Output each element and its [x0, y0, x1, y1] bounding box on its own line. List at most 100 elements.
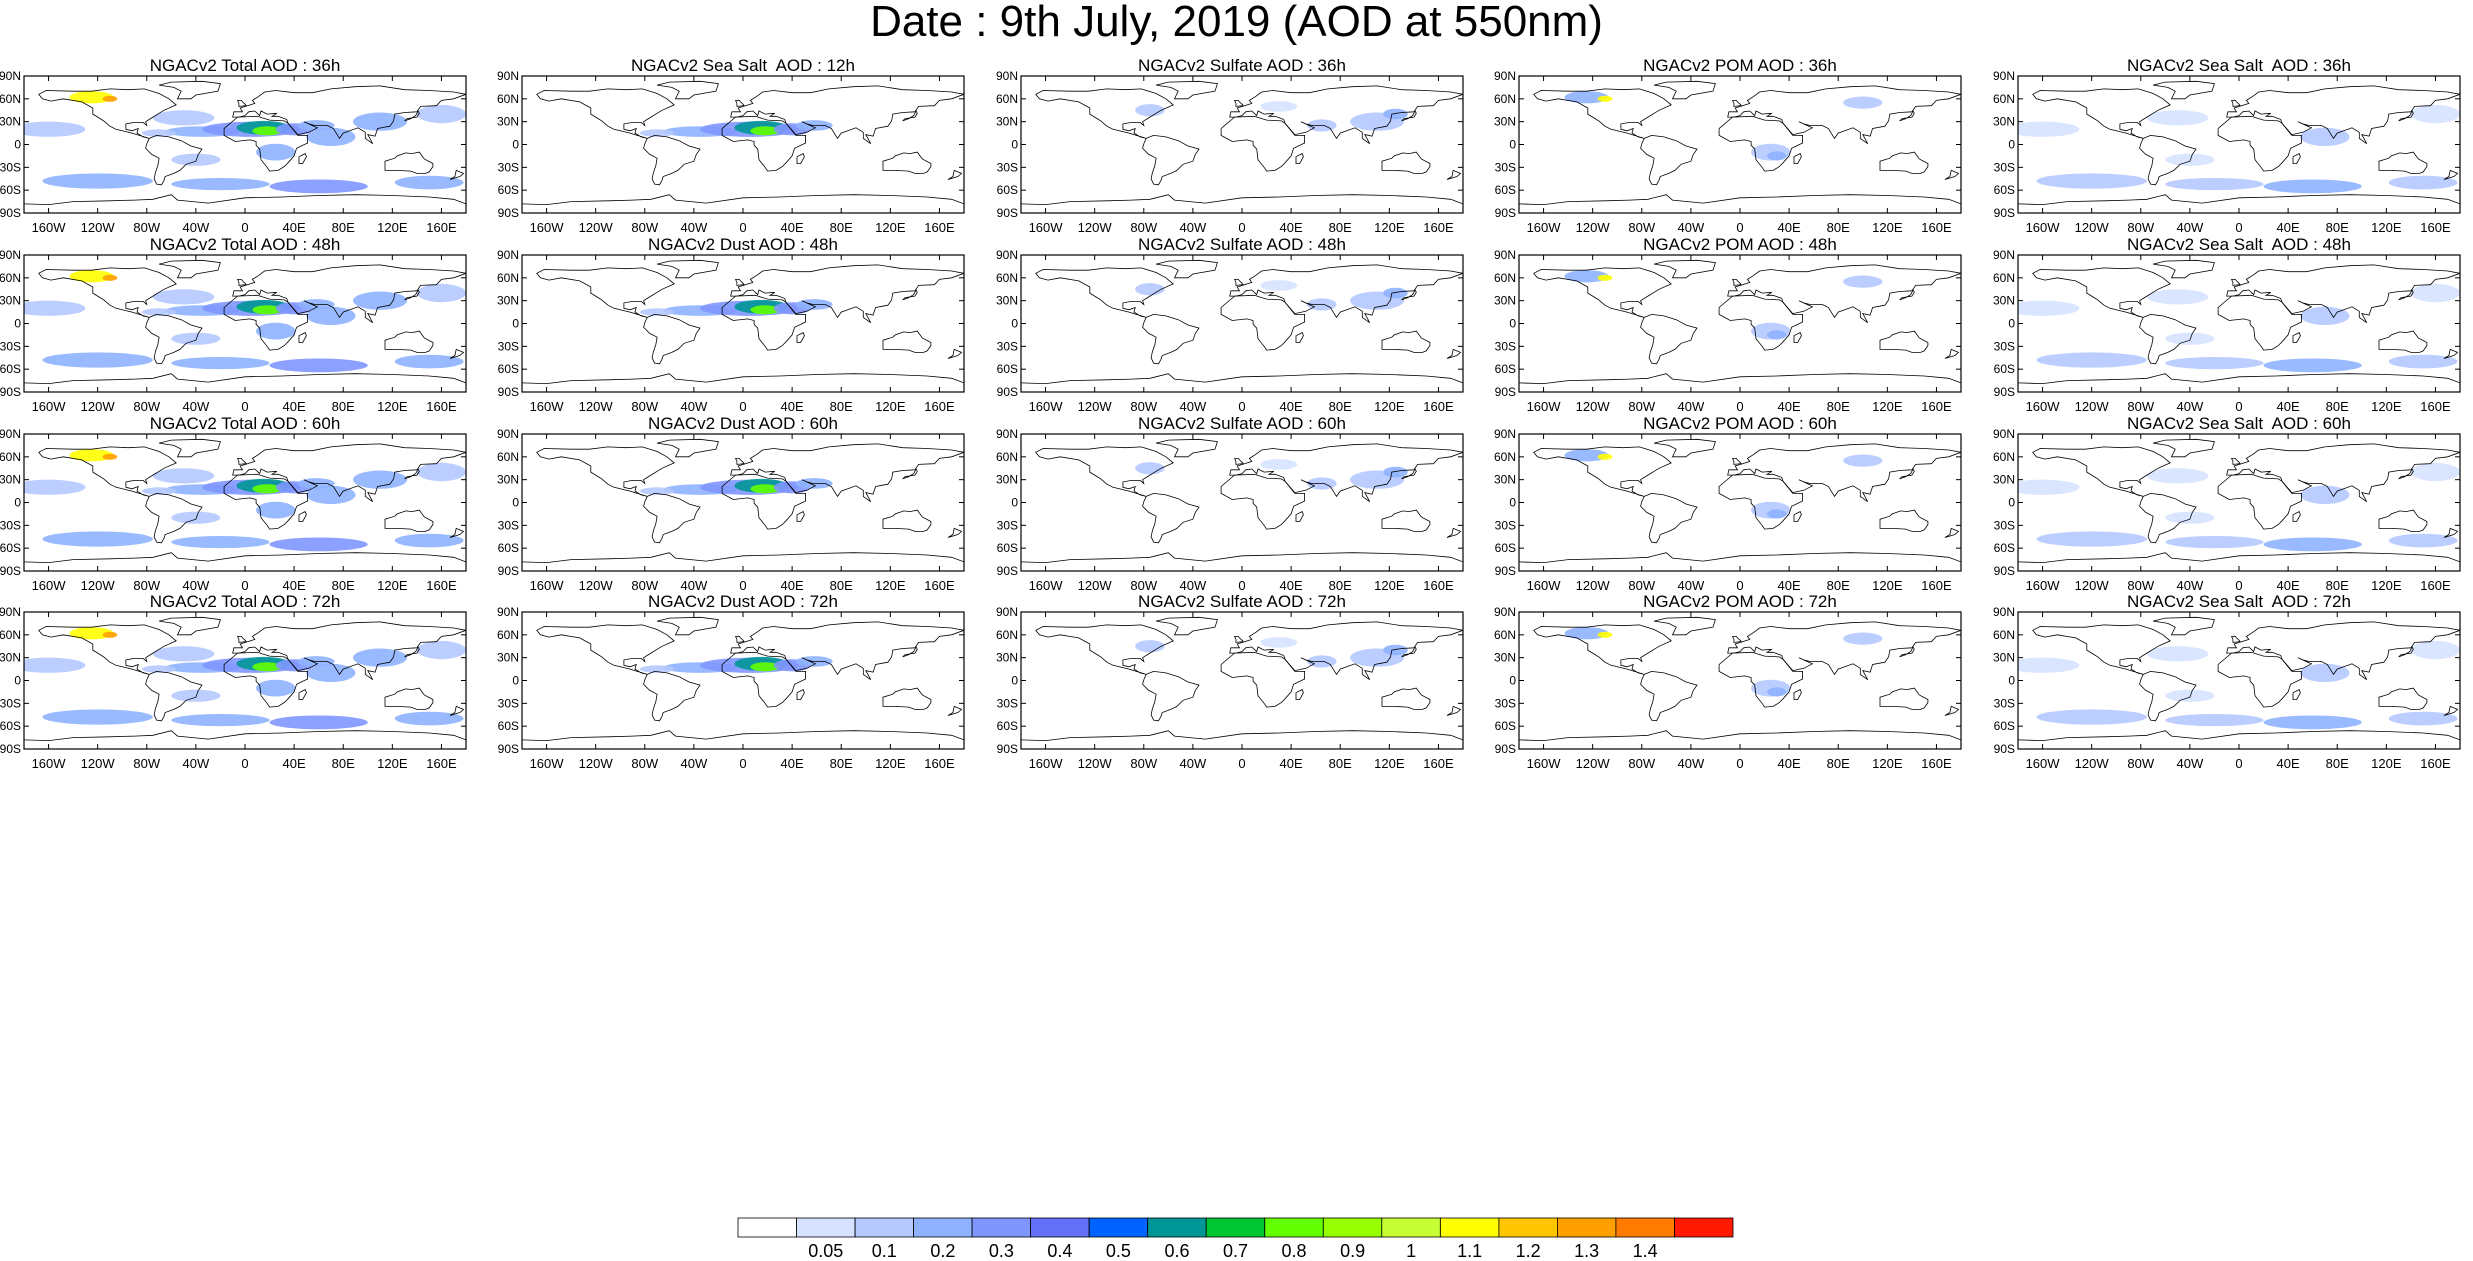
coastline-newzealand [1446, 705, 1462, 716]
lon-label: 120E [2371, 220, 2402, 235]
map-panel: NGACv2 Sea Salt AOD : 36h 90N 60N 30N 0 30S 60… [1993, 56, 2473, 249]
coastline-australia [384, 330, 434, 353]
aod-field [1021, 434, 1463, 571]
aod-patch [2036, 709, 2147, 725]
aod-field [522, 255, 964, 392]
coastline-japan [404, 468, 420, 480]
map-plot: 90N 60N 30N 0 30S 60S 90S 160W 120W 80W 40W 0 40E 80E… [0, 605, 467, 771]
aod-patch [416, 640, 466, 660]
map-plot: 90N 60N 30N 0 30S 60S 90S 160W 120W 80W 40W 0 40E 80E… [1494, 427, 1962, 593]
lat-label: 0 [14, 674, 21, 688]
coastline-greenland [1156, 259, 1218, 279]
aod-patch [1383, 466, 1408, 478]
aod-field [1021, 612, 1463, 749]
coastline-greenland [657, 616, 719, 636]
lat-label: 60S [1994, 541, 2015, 555]
lat-label: 30S [0, 339, 21, 353]
lon-label: 40W [183, 578, 210, 593]
coastline-uk [1233, 635, 1244, 643]
lon-label: 80E [332, 578, 355, 593]
aod-patch [1843, 632, 1883, 645]
map-plot: 90N 60N 30N 0 30S 60S 90S 160W 120W 80W 40W 0 40E 80E… [996, 248, 1464, 414]
map-plot: 90N 60N 30N 0 30S 60S 90S 160W 120W 80W 40W 0 40E 80E… [996, 69, 1464, 235]
aod-patch [1135, 283, 1165, 296]
aod-patch [2263, 715, 2362, 730]
lon-label: 160E [924, 220, 955, 235]
colorbar-swatch [796, 1217, 856, 1238]
coastline-namerica [1035, 446, 1174, 497]
map-panel: NGACv2 Total AOD : 36h 90N 60N 30N 0 30S 60S 90… [0, 56, 490, 249]
lon-label: 160W [2026, 399, 2061, 414]
panel-title: NGACv2 Sulfate AOD : 60h [1138, 414, 1346, 433]
coastline-africa [721, 115, 807, 172]
lat-label: 30S [0, 160, 21, 174]
aod-patch [152, 110, 215, 126]
lat-label: 60S [1495, 541, 1516, 555]
lat-label: 30N [497, 473, 519, 487]
aod-patch [152, 646, 215, 662]
coastline-africa [2217, 473, 2303, 530]
lon-label: 40W [1180, 578, 1207, 593]
coastline-greenland [1654, 259, 1716, 279]
lon-label: 80W [1130, 399, 1157, 414]
lon-label: 160E [2420, 220, 2451, 235]
lon-label: 80E [1827, 756, 1850, 771]
coastline-namerica [1035, 267, 1174, 318]
aod-patch [42, 709, 153, 725]
lat-label: 0 [1509, 317, 1516, 331]
lon-label: 40W [681, 756, 708, 771]
aod-patch [394, 533, 464, 548]
lon-label: 80W [1628, 220, 1655, 235]
aod-patch [353, 112, 408, 131]
coastline-australia [2378, 151, 2428, 174]
lon-label: 120W [2075, 578, 2110, 593]
coastline-madagascar [2292, 689, 2301, 700]
lat-label: 60N [497, 628, 519, 642]
coastline-samerica [643, 670, 701, 722]
lon-label: 40E [2277, 220, 2300, 235]
coastline-greenland [1156, 438, 1218, 458]
map-panel: NGACv2 Total AOD : 48h 90N 60N 30N 0 30S 60S 90… [0, 235, 490, 428]
lat-label: 90S [498, 742, 519, 756]
coastline-japan [1899, 110, 1915, 122]
coastline-greenland [159, 259, 221, 279]
lat-label: 0 [2008, 138, 2015, 152]
lon-label: 80W [2127, 220, 2154, 235]
colorbar-label: 0.5 [1106, 1241, 1131, 1261]
map-plot: 90N 60N 30N 0 30S 60S 90S 160W 120W 80W 40W 0 40E 80E… [1993, 427, 2461, 593]
aod-field [1519, 255, 1961, 392]
lon-label: 80W [1130, 756, 1157, 771]
lon-label: 160W [1527, 756, 1562, 771]
coastline-australia [1879, 509, 1929, 532]
aod-patch [2018, 300, 2080, 316]
coastline-namerica [38, 267, 177, 318]
coastline-australia [882, 151, 932, 174]
coastline-namerica [536, 267, 675, 318]
coastline-australia [2378, 509, 2428, 532]
lat-label: 60N [996, 271, 1018, 285]
map-background [522, 76, 964, 213]
coastline-namerica [38, 446, 177, 497]
lon-label: 0 [1238, 578, 1245, 593]
coastline-japan [1899, 468, 1915, 480]
colorbar-swatch [1498, 1217, 1558, 1238]
aod-patch [2146, 468, 2209, 484]
coastline-madagascar [2292, 511, 2301, 522]
aod-patch [306, 127, 356, 147]
coastline-africa [721, 473, 807, 530]
aod-field [2018, 434, 2460, 571]
coastline-samerica [643, 492, 701, 544]
lon-label: 160E [1921, 578, 1952, 593]
lon-label: 80E [332, 399, 355, 414]
map-panel: NGACv2 POM AOD : 36h 90N 60N 30N 0 30S 60S 90S 1… [1494, 56, 1985, 249]
lat-label: 0 [2008, 496, 2015, 510]
aod-patch [171, 713, 270, 727]
lat-label: 90S [0, 564, 21, 578]
panel-title: NGACv2 Sea Salt AOD : 48h [2127, 235, 2351, 254]
colorbar-swatch [1088, 1217, 1149, 1238]
coastline-eurasia [232, 85, 466, 145]
lat-label: 90N [497, 427, 519, 441]
aod-patch [1135, 640, 1165, 653]
lat-label: 60N [1993, 92, 2015, 106]
coastline-antarctica [522, 373, 964, 385]
